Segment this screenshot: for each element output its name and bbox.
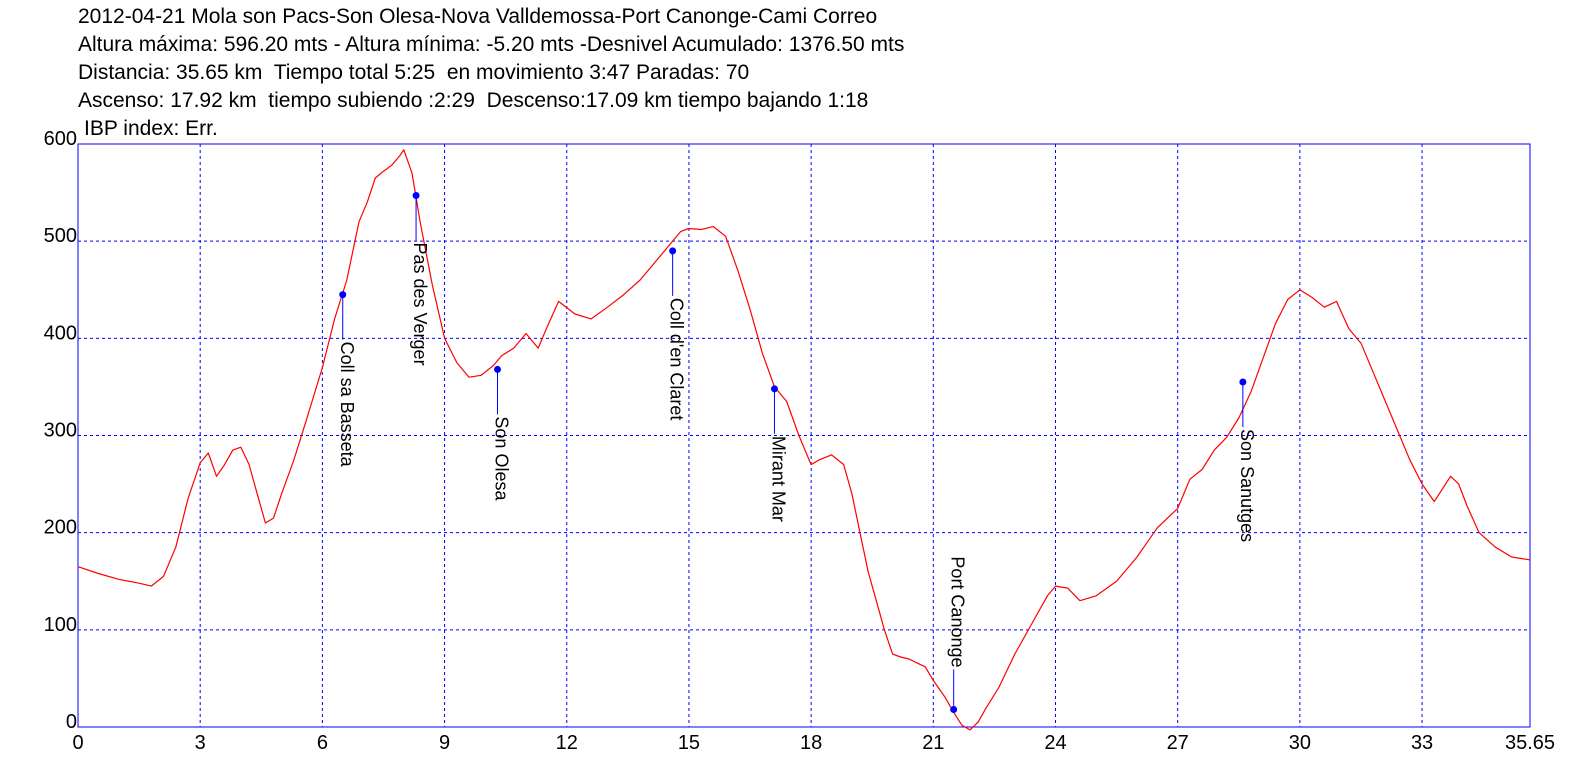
x-tick-label: 30 [1289, 732, 1311, 754]
elevation-line [77, 149, 1531, 731]
waypoint: Mirant Mar [768, 385, 788, 522]
x-tick-label: 12 [556, 732, 578, 754]
x-tick-label: 9 [439, 732, 450, 754]
waypoint: Son Olesa [492, 365, 512, 501]
waypoint-label: Coll sa Basseta [337, 342, 357, 468]
waypoint-label: Son Olesa [492, 416, 512, 501]
waypoint-label: Port Canonge [948, 556, 968, 667]
distance-line: Distancia: 35.65 km Tiempo total 5:25 en… [78, 61, 750, 84]
waypoint: Port Canonge [948, 556, 968, 714]
y-tick-label: 500 [44, 225, 77, 247]
series-layer [77, 149, 1531, 731]
waypoint-label: Mirant Mar [768, 436, 788, 522]
waypoint-dot [669, 247, 677, 255]
y-tick-label: 200 [44, 517, 77, 539]
axis-ticks: 0 3 6 9 12 15 18 21 24 27 30 33 35.65 0 100 200 300 400 50… [44, 128, 1555, 754]
plot-frame [77, 143, 1531, 728]
grid [78, 144, 1530, 727]
x-tick-label: 3 [195, 732, 206, 754]
waypoint-dot [950, 706, 958, 714]
y-tick-label: 400 [44, 322, 77, 344]
y-tick-label: 0 [66, 711, 77, 733]
x-tick-label: 27 [1167, 732, 1189, 754]
x-tick-label: 15 [678, 732, 700, 754]
y-tick-label: 600 [44, 128, 77, 150]
waypoint-dot [494, 365, 502, 373]
y-tick-label: 100 [44, 614, 77, 636]
altitude-line: Altura máxima: 596.20 mts - Altura mínim… [78, 33, 905, 56]
waypoint: Coll sa Basseta [337, 291, 357, 468]
ibp-index: IBP index: Err. [84, 117, 218, 140]
waypoint-dot [339, 291, 347, 299]
y-tick-label: 300 [44, 420, 77, 442]
x-tick-label: 35.65 [1505, 732, 1555, 754]
waypoint: Coll d'en Claret [667, 247, 687, 420]
x-tick-label: 33 [1411, 732, 1433, 754]
ascent-line: Ascenso: 17.92 km tiempo subiendo :2:29 … [78, 89, 869, 112]
waypoint: Pas des Verger [410, 191, 430, 366]
x-tick-label: 18 [800, 732, 822, 754]
waypoint-label: Pas des Verger [410, 242, 430, 365]
x-tick-label: 6 [317, 732, 328, 754]
waypoint-label: Son Sanutges [1237, 429, 1257, 542]
chart-header: 2012-04-21 Mola son Pacs-Son Olesa-Nova … [78, 3, 904, 115]
waypoint-dot [1239, 378, 1247, 386]
title-line: 2012-04-21 Mola son Pacs-Son Olesa-Nova … [78, 5, 878, 28]
waypoint-dot [770, 385, 778, 393]
x-tick-label: 21 [922, 732, 944, 754]
x-tick-label: 0 [72, 732, 83, 754]
waypoint-dot [412, 191, 420, 199]
x-tick-label: 24 [1044, 732, 1066, 754]
waypoint-markers: Coll sa Basseta Pas des Verger Son Olesa Co… [337, 191, 1257, 714]
waypoint: Son Sanutges [1237, 378, 1257, 542]
waypoint-label: Coll d'en Claret [667, 298, 687, 421]
